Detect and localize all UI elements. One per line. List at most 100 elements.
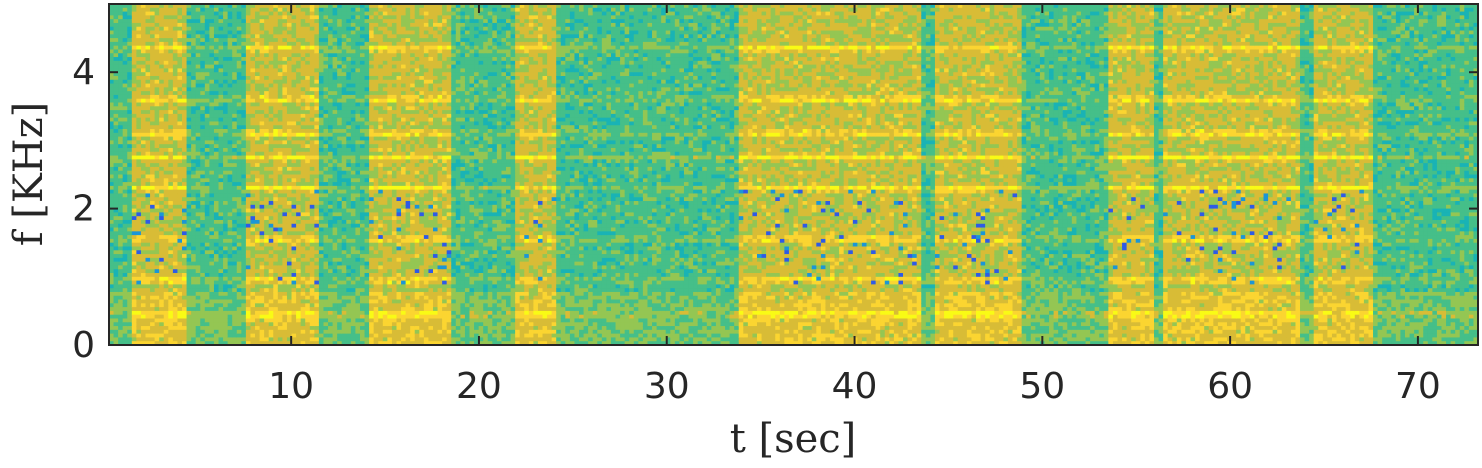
spectrogram-cell <box>314 87 319 91</box>
spectrogram-cell <box>114 201 119 205</box>
spectrogram-cell <box>328 23 333 27</box>
spectrogram-cell <box>196 182 201 186</box>
spectrogram-cell <box>228 182 233 186</box>
spectrogram-cell <box>346 288 351 292</box>
spectrogram-cell <box>123 175 128 179</box>
spectrogram-cell <box>241 42 246 46</box>
spectrogram-cell <box>264 80 269 84</box>
spectrogram-cell <box>292 269 297 273</box>
spectrogram-cell <box>250 307 255 311</box>
spectrogram-cell <box>241 243 246 247</box>
spectrogram-cell <box>118 103 123 107</box>
spectrogram-cell <box>168 91 173 95</box>
spectrogram-cell <box>323 243 328 247</box>
spectrogram-cell <box>310 190 315 194</box>
spectrogram-cell <box>127 284 132 288</box>
spectrogram-cell <box>132 216 137 220</box>
spectrogram-cell <box>200 318 205 322</box>
spectrogram-cell <box>241 315 246 319</box>
spectrogram-cell <box>123 205 128 209</box>
spectrogram-cell <box>351 330 356 334</box>
spectrogram-cell <box>168 220 173 224</box>
spectrogram-cell <box>314 84 319 88</box>
spectrogram-cell <box>123 322 128 326</box>
spectrogram-cell <box>237 182 242 186</box>
spectrogram-cell <box>228 15 233 19</box>
spectrogram-cell <box>346 322 351 326</box>
spectrogram-cell <box>200 220 205 224</box>
spectrogram-cell <box>241 133 246 137</box>
spectrogram-cell <box>132 246 137 250</box>
spectrogram-cell <box>310 178 315 182</box>
spectrogram-cell <box>191 311 196 315</box>
spectrogram-cell <box>200 31 205 35</box>
spectrogram-cell <box>351 326 356 330</box>
spectrogram-cell <box>337 224 342 228</box>
spectrogram-cell <box>173 19 178 23</box>
spectrogram-cell <box>360 65 365 69</box>
spectrogram-cell <box>301 322 306 326</box>
spectrogram-cell <box>214 182 219 186</box>
spectrogram-cell <box>296 110 301 114</box>
spectrogram-cell <box>146 250 151 254</box>
spectrogram-cell <box>177 84 182 88</box>
spectrogram-cell <box>164 61 169 65</box>
spectrogram-cell <box>269 190 274 194</box>
spectrogram-cell <box>191 209 196 213</box>
spectrogram-cell <box>292 118 297 122</box>
spectrogram-cell <box>351 23 356 27</box>
spectrogram-cell <box>141 334 146 338</box>
spectrogram-cell <box>337 110 342 114</box>
spectrogram-cell <box>187 171 192 175</box>
spectrogram-cell <box>296 193 301 197</box>
spectrogram-cell <box>200 303 205 307</box>
spectrogram-cell <box>214 258 219 262</box>
spectrogram-cell <box>282 337 287 341</box>
spectrogram-cell <box>292 197 297 201</box>
spectrogram-cell <box>118 258 123 262</box>
spectrogram-cell <box>159 121 164 125</box>
spectrogram-cell <box>177 205 182 209</box>
spectrogram-cell <box>333 129 338 133</box>
spectrogram-cell <box>214 224 219 228</box>
spectrogram-cell <box>182 284 187 288</box>
spectrogram-cell <box>305 103 310 107</box>
spectrogram-cell <box>127 38 132 42</box>
spectrogram-cell <box>337 99 342 103</box>
spectrogram-cell <box>246 148 251 152</box>
spectrogram-cell <box>127 125 132 129</box>
spectrogram-cell <box>155 121 160 125</box>
spectrogram-cell <box>287 34 292 38</box>
spectrogram-cell <box>159 318 164 322</box>
spectrogram-cell <box>232 171 237 175</box>
spectrogram-cell <box>168 159 173 163</box>
spectrogram-cell <box>191 80 196 84</box>
spectrogram-cell <box>159 262 164 266</box>
spectrogram-cell <box>232 91 237 95</box>
spectrogram-cell <box>305 125 310 129</box>
spectrogram-cell <box>228 303 233 307</box>
spectrogram-cell <box>328 318 333 322</box>
spectrogram-cell <box>241 12 246 16</box>
spectrogram-cell <box>351 34 356 38</box>
spectrogram-cell <box>282 133 287 137</box>
spectrogram-cell <box>255 121 260 125</box>
spectrogram-cell <box>260 239 265 243</box>
spectrogram-cell <box>273 337 278 341</box>
spectrogram-cell <box>191 23 196 27</box>
spectrogram-cell <box>164 315 169 319</box>
spectrogram-cell <box>141 224 146 228</box>
spectrogram-cell <box>342 303 347 307</box>
spectrogram-cell <box>342 228 347 232</box>
spectrogram-cell <box>191 337 196 341</box>
spectrogram-cell <box>132 99 137 103</box>
spectrogram-cell <box>168 190 173 194</box>
spectrogram-cell <box>173 121 178 125</box>
spectrogram-cell <box>250 243 255 247</box>
spectrogram-cell <box>168 8 173 12</box>
spectrogram-cell <box>200 273 205 277</box>
spectrogram-cell <box>360 61 365 65</box>
spectrogram-cell <box>260 156 265 160</box>
spectrogram-cell <box>260 307 265 311</box>
spectrogram-cell <box>177 250 182 254</box>
